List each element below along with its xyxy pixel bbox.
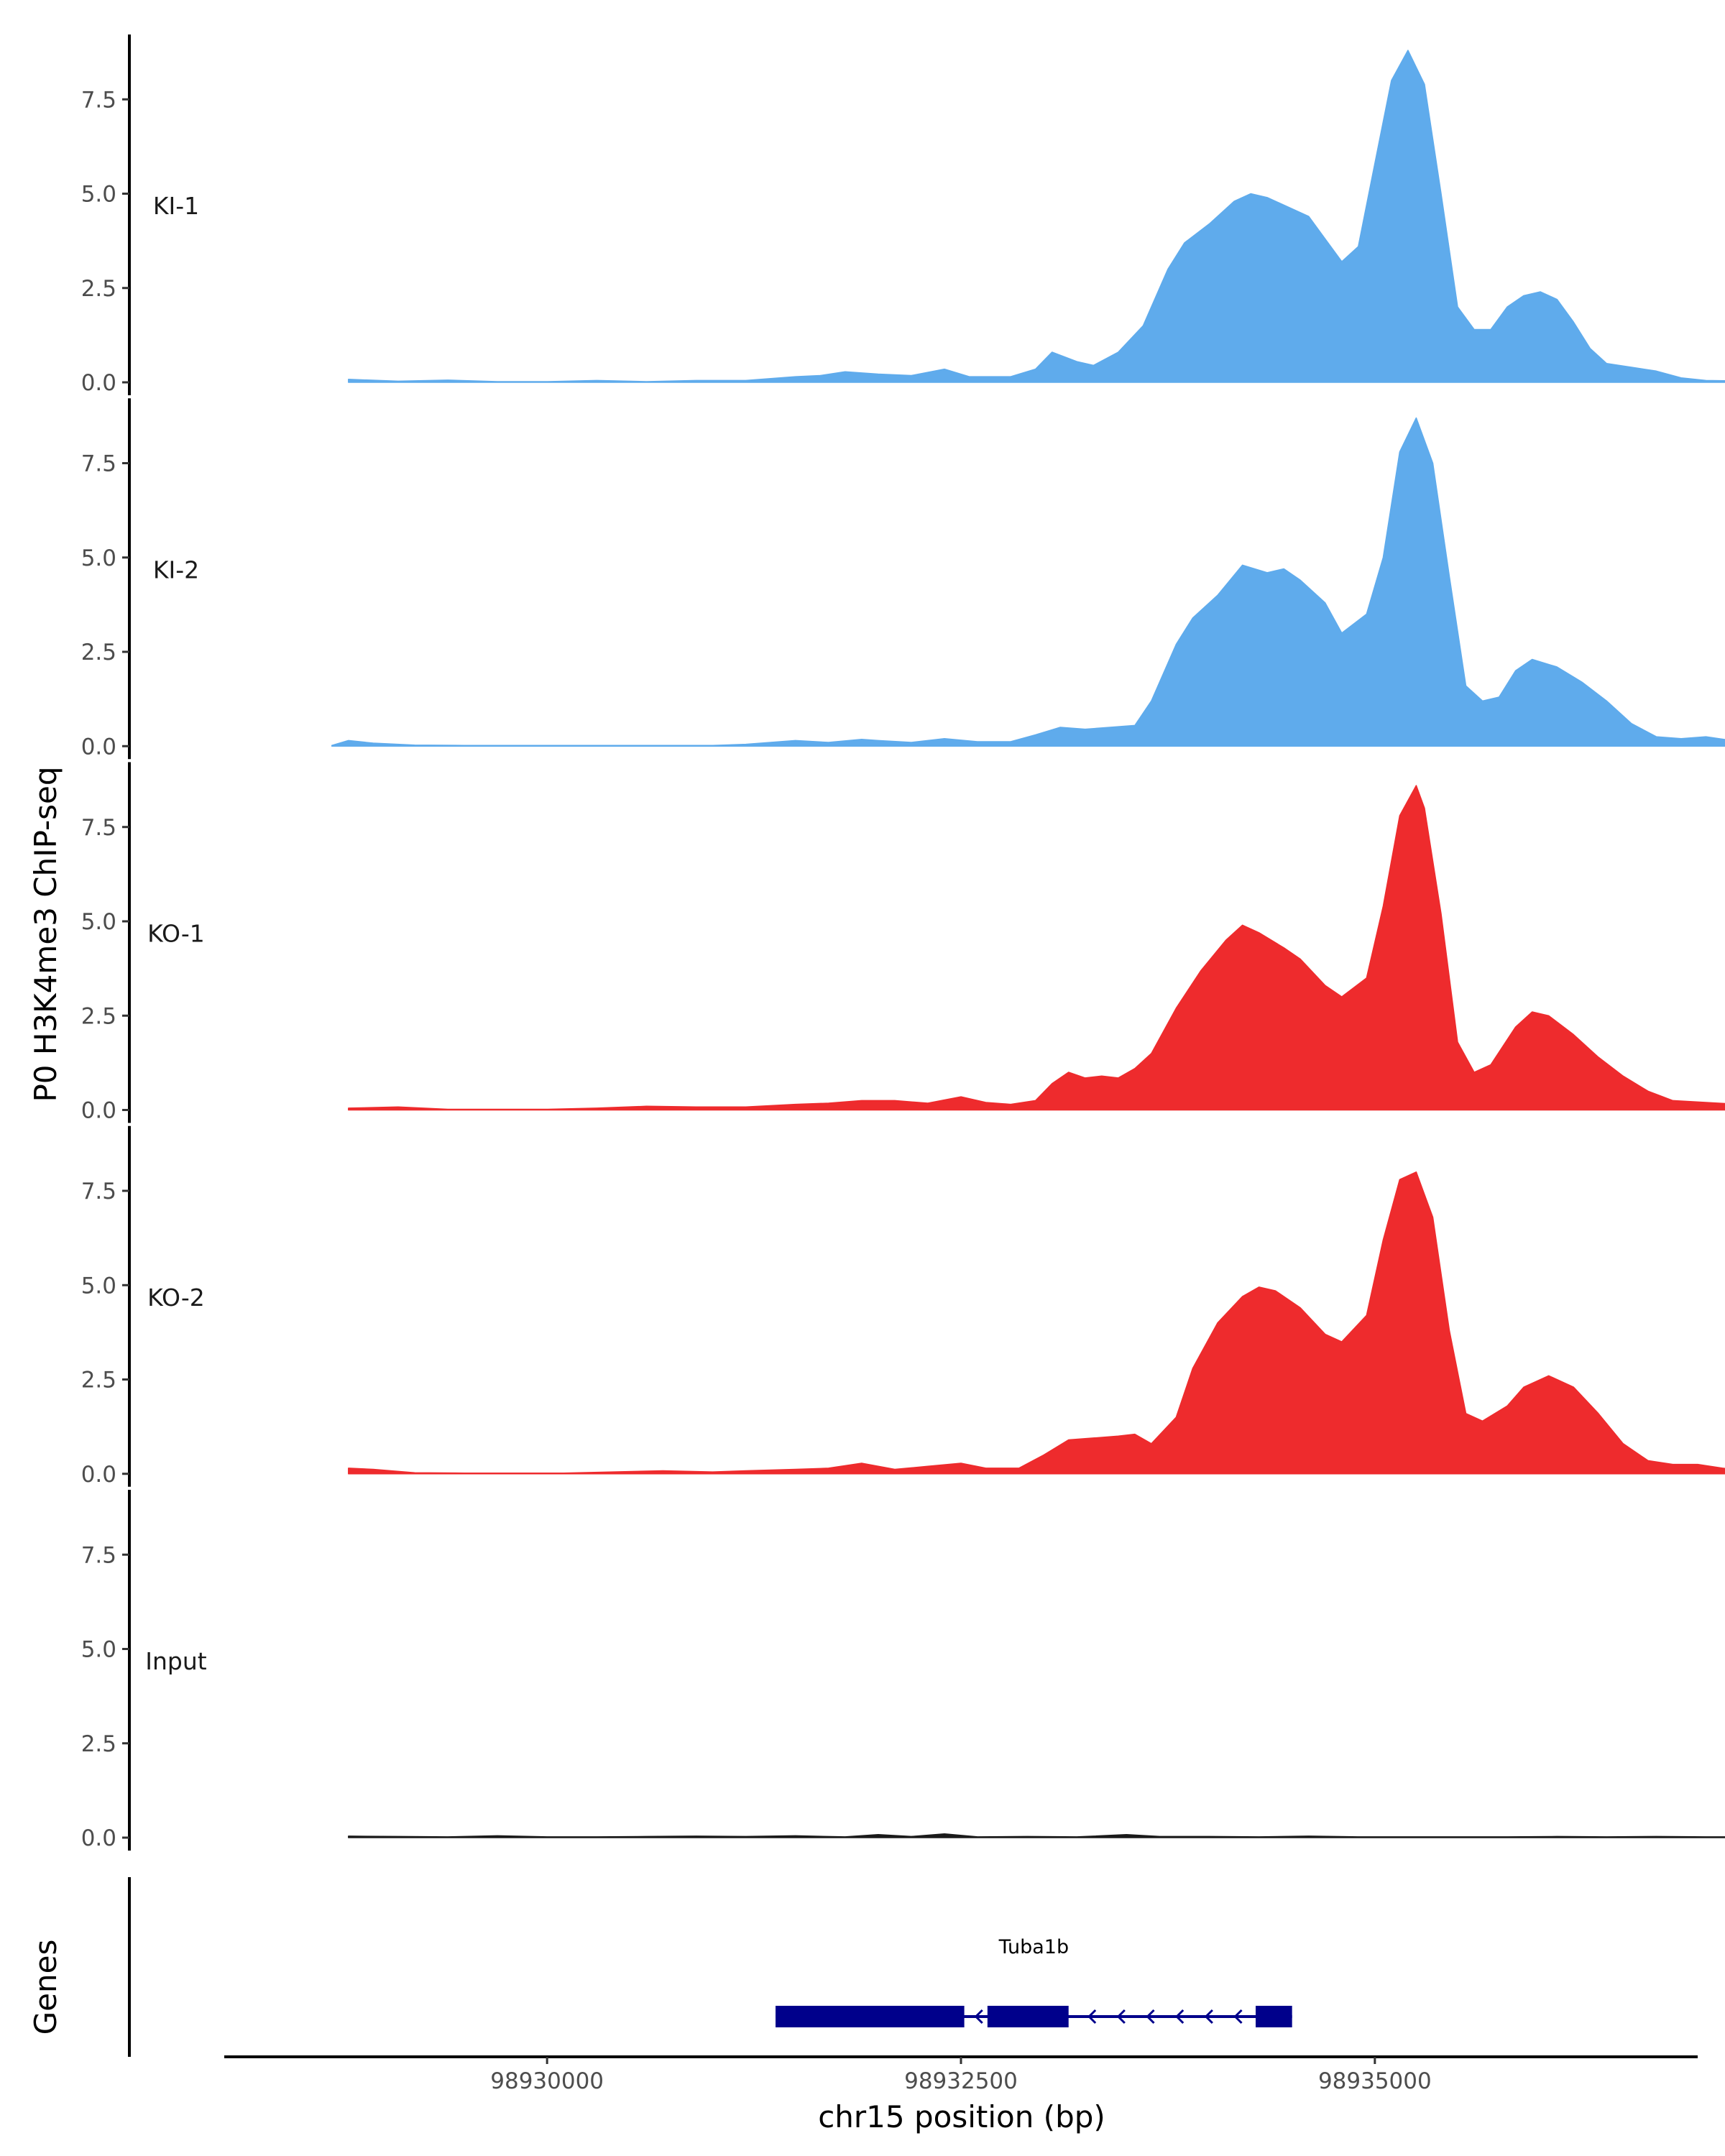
- y-tick-label: 2.5: [81, 276, 116, 302]
- track-ko-1: 0.0 2.5 5.0 7.5 KO-1: [81, 762, 1725, 1124]
- y-tick-label: 7.5: [81, 1179, 116, 1204]
- genes-track-title: Genes: [28, 1940, 63, 2035]
- signal-area-ki-2: [331, 417, 1725, 747]
- y-tick-label: 5.0: [81, 182, 116, 208]
- track-label: KO-1: [147, 920, 205, 948]
- x-tick-label: 98935000: [1318, 2068, 1432, 2094]
- gene-tuba1b: Tuba1b: [776, 1936, 1292, 2027]
- track-label: Input: [145, 1647, 207, 1675]
- signal-tracks: 0.0 2.5 5.0 7.5 KI-1 0.0 2.5 5.0 7.5 KI-2 0.0 2.5 5.…: [81, 34, 1725, 1851]
- strand-arrow: [1146, 2009, 1155, 2024]
- y-tick-label: 0.0: [81, 1825, 116, 1851]
- strand-arrow: [1204, 2009, 1213, 2024]
- track-ki-1: 0.0 2.5 5.0 7.5 KI-1: [81, 34, 1725, 396]
- y-axis-title: P0 H3K4me3 ChIP-seq: [28, 766, 63, 1102]
- y-tick-label: 2.5: [81, 640, 116, 665]
- y-tick-label: 2.5: [81, 1003, 116, 1029]
- gene-exon: [1256, 2006, 1292, 2027]
- x-tick-label: 98932500: [904, 2068, 1018, 2094]
- y-tick-label: 0.0: [81, 1462, 116, 1488]
- signal-area-ko-1: [348, 785, 1725, 1111]
- strand-arrow: [1087, 2009, 1097, 2024]
- y-tick-label: 0.0: [81, 370, 116, 396]
- track-label: KO-2: [147, 1284, 205, 1312]
- signal-area-ko-2: [348, 1171, 1725, 1475]
- y-tick-label: 2.5: [81, 1731, 116, 1757]
- gene-track: Tuba1b: [128, 1877, 1292, 2057]
- strand-arrow: [1175, 2009, 1184, 2024]
- y-tick-label: 2.5: [81, 1368, 116, 1393]
- strand-arrow: [974, 2009, 983, 2024]
- gene-exon: [776, 2006, 965, 2027]
- x-axis-title: chr15 position (bp): [818, 2099, 1105, 2134]
- y-tick-label: 5.0: [81, 1637, 116, 1663]
- gene-exon: [987, 2006, 1069, 2027]
- y-tick-label: 7.5: [81, 87, 116, 113]
- signal-area-ki-1: [348, 50, 1725, 383]
- y-tick-label: 5.0: [81, 909, 116, 935]
- x-axis: 98930000 98932500 98935000: [224, 2055, 1698, 2094]
- y-tick-label: 5.0: [81, 545, 116, 571]
- y-tick-label: 0.0: [81, 734, 116, 760]
- strand-arrow: [1233, 2009, 1243, 2024]
- x-tick-label: 98930000: [490, 2068, 604, 2094]
- y-tick-label: 0.0: [81, 1098, 116, 1124]
- y-tick-label: 5.0: [81, 1273, 116, 1299]
- signal-area-input: [348, 1833, 1725, 1838]
- track-label: KI-2: [153, 556, 199, 584]
- track-ko-2: 0.0 2.5 5.0 7.5 KO-2: [81, 1125, 1725, 1488]
- gene-name-label: Tuba1b: [998, 1936, 1070, 1958]
- track-input: 0.0 2.5 5.0 7.5 Input: [81, 1490, 1725, 1851]
- track-label: KI-1: [153, 192, 199, 220]
- strand-arrow: [1116, 2009, 1126, 2024]
- y-tick-label: 7.5: [81, 451, 116, 477]
- y-tick-label: 7.5: [81, 815, 116, 841]
- track-ki-2: 0.0 2.5 5.0 7.5 KI-2: [81, 398, 1725, 760]
- y-tick-label: 7.5: [81, 1542, 116, 1568]
